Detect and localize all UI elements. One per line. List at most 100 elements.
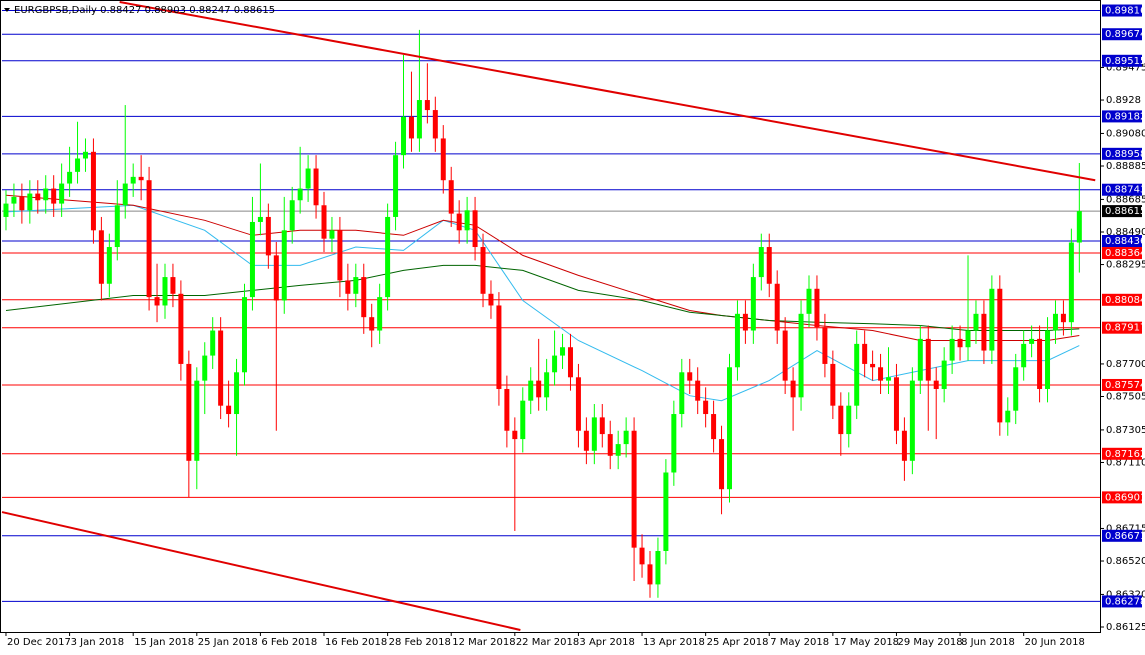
x-tick-label: 7 May 2018: [770, 637, 829, 648]
trendline: [1, 511, 521, 631]
candle-body: [114, 205, 120, 248]
candle-body: [321, 205, 327, 239]
candle-body: [377, 297, 383, 331]
level-tag-label: 0.86278: [1105, 596, 1145, 607]
level-tag: [1102, 293, 1142, 306]
level-tag: [1102, 491, 1142, 504]
x-tick-label: 8 Jun 2018: [961, 637, 1015, 648]
candle-body: [870, 363, 876, 368]
level-tag: [1102, 595, 1142, 608]
candle-body: [297, 188, 303, 201]
candle-body: [393, 155, 399, 217]
level-tag: [1102, 247, 1142, 260]
low: 0.88247: [189, 5, 230, 16]
candle-body: [981, 313, 987, 351]
candle-body: [989, 288, 995, 351]
candle-body: [719, 439, 725, 490]
candle-body: [234, 372, 240, 415]
candle-body: [504, 388, 510, 431]
symbol: EURGBPSB,Daily: [14, 5, 97, 16]
candle-body: [575, 377, 581, 431]
candle-body: [687, 372, 693, 381]
candle-body: [43, 188, 49, 201]
candle-body: [1076, 211, 1082, 243]
candle-body: [695, 380, 701, 401]
y-tick-label: 0.86320: [1106, 589, 1145, 600]
level-tag-label: 0.87574: [1105, 380, 1145, 391]
candle-body: [218, 330, 224, 406]
candle-body: [838, 405, 844, 435]
candle-body: [488, 293, 494, 306]
candle-body: [806, 288, 812, 314]
level-tag-label: 0.87162: [1105, 449, 1145, 460]
candle-body: [734, 313, 740, 368]
x-tick-label: 16 Feb 2018: [325, 637, 387, 648]
candle-body: [552, 355, 558, 373]
candle-body: [289, 200, 295, 231]
candle-body: [265, 216, 271, 256]
candle-body: [766, 247, 772, 284]
candle-body: [679, 372, 685, 415]
candle-body: [822, 327, 828, 364]
header: EURGBPSB,Daily 0.88427 0.88903 0.88247 0…: [4, 5, 275, 16]
candle-body: [82, 151, 88, 159]
level-tag-label: 0.88364: [1105, 248, 1145, 259]
x-tick-label: 29 May 2018: [897, 637, 962, 648]
x-tick-label: 3 Apr 2018: [579, 637, 634, 648]
y-tick-label: 0.88295: [1106, 260, 1145, 271]
level-tag-label: 0.89674: [1105, 29, 1145, 40]
candle-body: [1068, 242, 1074, 323]
candle-body: [448, 180, 454, 214]
candle-body: [67, 171, 73, 184]
candle-body: [615, 444, 621, 456]
level-tag: [1102, 529, 1142, 542]
candle-body: [814, 288, 820, 328]
candle-body: [337, 230, 343, 281]
y-tick-label: 0.86125: [1106, 622, 1145, 633]
candle-body: [703, 400, 709, 415]
candle-body: [1029, 338, 1035, 344]
candle-body: [798, 313, 804, 398]
candle-body: [925, 338, 931, 381]
trendline: [119, 1, 1096, 182]
candle-body: [639, 547, 645, 565]
candle-body: [130, 176, 136, 184]
level-tag-label: 0.88084: [1105, 295, 1145, 306]
level-tag: [1102, 28, 1142, 41]
x-tick-label: 20 Jun 2018: [1025, 637, 1085, 648]
candle-body: [933, 380, 939, 389]
candle-body: [528, 380, 534, 401]
candle-body: [583, 430, 589, 451]
candle-body: [432, 110, 438, 139]
candle-body: [893, 377, 899, 431]
candle-body: [965, 330, 971, 348]
candle-body: [59, 183, 65, 204]
candle-body: [11, 196, 17, 204]
candle-body: [170, 277, 176, 294]
candle-body: [1021, 343, 1027, 368]
x-tick-label: 15 Jan 2018: [134, 637, 194, 648]
candle-body: [1013, 367, 1019, 411]
candle-body: [472, 210, 478, 248]
y-tick-label: 0.87305: [1106, 425, 1145, 436]
high: 0.88903: [145, 5, 186, 16]
candle-body: [671, 414, 677, 473]
candle-body: [726, 367, 732, 490]
candle-body: [886, 377, 892, 381]
candle-body: [623, 430, 629, 445]
x-tick-label: 17 May 2018: [834, 637, 899, 648]
level-tag: [1102, 110, 1142, 123]
candle-body: [3, 203, 9, 217]
header-text: EURGBPSB,Daily 0.88427 0.88903 0.88247 0…: [14, 5, 275, 16]
candle-body: [424, 100, 430, 111]
candle-body: [178, 293, 184, 364]
candle-body: [401, 116, 407, 156]
candle-body: [35, 193, 41, 201]
candle-body: [456, 213, 462, 231]
candle-body: [202, 355, 208, 381]
candle-body: [51, 188, 57, 204]
candle-body: [1037, 338, 1043, 389]
level-tag-label: 0.89182: [1105, 111, 1145, 122]
candle-body: [186, 363, 192, 461]
candle-body: [655, 550, 661, 585]
